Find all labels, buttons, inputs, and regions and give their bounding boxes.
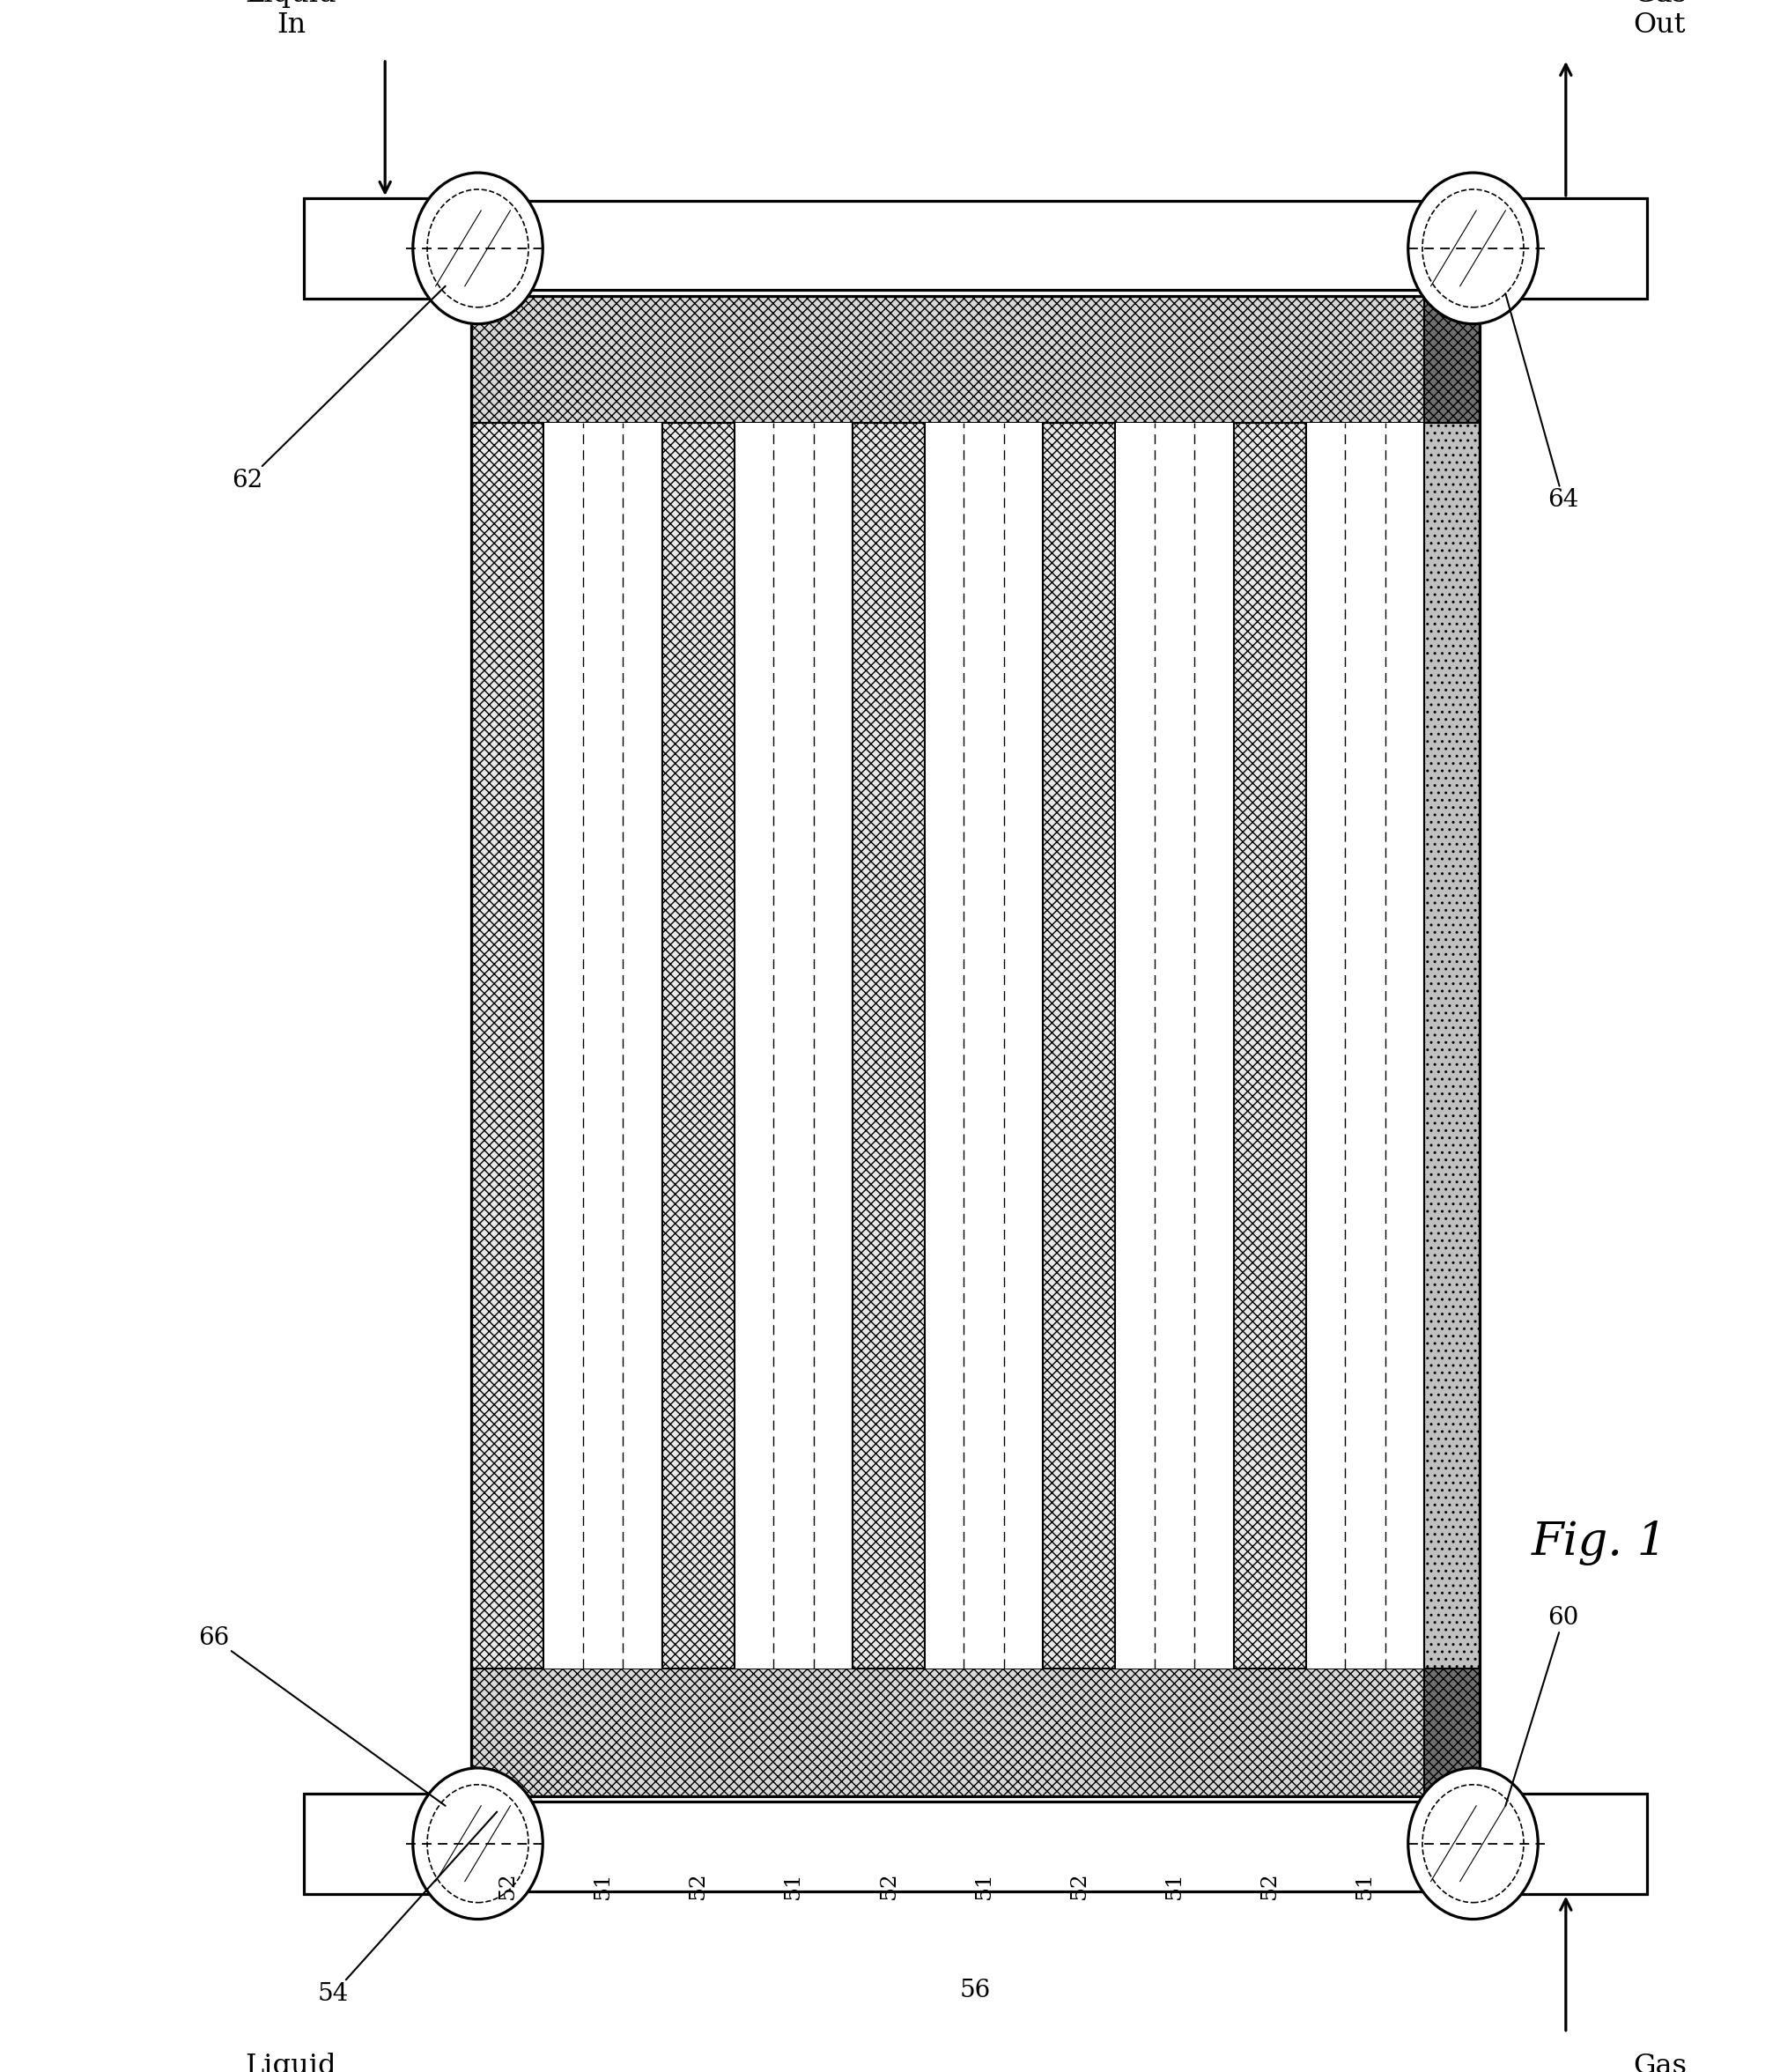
Circle shape [413,172,543,323]
Text: 51: 51 [783,1871,803,1900]
Text: Fig. 1: Fig. 1 [1531,1521,1668,1566]
Bar [304,1794,466,1894]
Bar [671,1803,724,1865]
Bar [481,226,534,290]
Bar [304,199,466,298]
Bar [1307,423,1424,1668]
Bar [735,423,853,1668]
Circle shape [413,1767,543,1919]
Text: 52: 52 [1260,1871,1280,1900]
Text: Gas
Out: Gas Out [1632,0,1687,39]
Text: Liquid
In: Liquid In [246,0,336,39]
Text: 64: 64 [1506,294,1579,512]
Text: 52: 52 [497,1871,518,1900]
Text: 51: 51 [1355,1871,1376,1900]
Bar [1052,1803,1107,1865]
Bar [1424,423,1479,1668]
Text: 62: 62 [231,286,445,493]
Bar [543,423,662,1668]
Text: 51: 51 [974,1871,993,1900]
Text: 52: 52 [879,1871,899,1900]
Bar [862,226,915,290]
Text: 52: 52 [1070,1871,1089,1900]
Bar [463,1796,1488,1892]
Bar [1424,1668,1479,1803]
Bar [1242,226,1298,290]
Text: 66: 66 [198,1627,445,1807]
Bar [853,423,926,1668]
Text: 51: 51 [593,1871,612,1900]
Bar [472,290,1424,423]
Bar [1052,226,1107,290]
Bar [671,226,724,290]
Bar [472,423,543,1668]
Bar [1043,423,1116,1668]
Bar [1424,290,1479,423]
Text: 51: 51 [1164,1871,1185,1900]
Text: Liquid
Out: Liquid Out [246,2053,336,2072]
Bar [662,423,735,1668]
Bar [1234,423,1307,1668]
Bar [862,1803,915,1865]
Text: 54: 54 [317,1811,497,2006]
Text: 56: 56 [959,1979,991,2004]
Circle shape [1408,1767,1538,1919]
Text: 60: 60 [1506,1606,1579,1807]
Bar [463,201,1488,296]
Text: Gas
In: Gas In [1632,2053,1687,2072]
Bar [472,290,1479,1803]
Bar [1485,1794,1647,1894]
Bar [481,1803,534,1865]
Bar [926,423,1043,1668]
Bar [472,1668,1424,1803]
Bar [1116,423,1234,1668]
Circle shape [1408,172,1538,323]
Bar [1242,1803,1298,1865]
Bar [1485,199,1647,298]
Text: 52: 52 [687,1871,708,1900]
